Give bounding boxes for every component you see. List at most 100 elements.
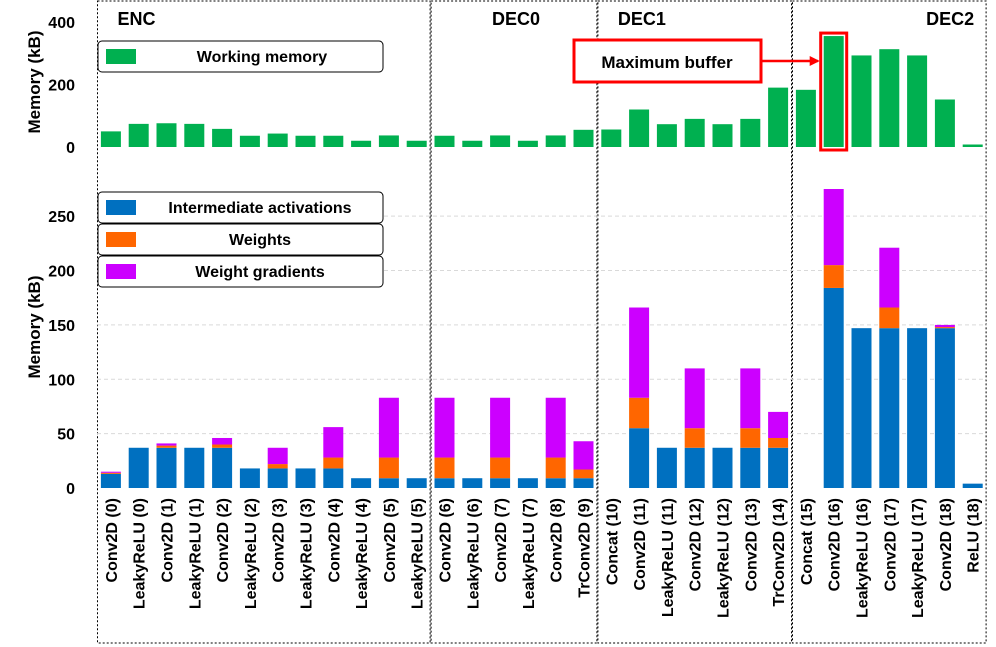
x-tick-label-11: LeakyReLU (5): [410, 498, 427, 609]
activation-bar-2: [156, 447, 177, 488]
max-buffer-annotation: Maximum buffer: [572, 31, 849, 152]
activation-bar-19: [629, 428, 650, 488]
gradients-bar-16: [545, 397, 566, 458]
activation-bar-29: [907, 328, 928, 488]
working-memory-bar-5: [239, 135, 260, 147]
activation-bar-31: [962, 483, 983, 488]
activation-bar-10: [378, 478, 399, 488]
activation-bar-30: [934, 328, 955, 488]
gradients-bar-12: [434, 397, 455, 458]
x-tick-label-8: Conv2D (4): [326, 498, 343, 582]
activation-bar-21: [684, 447, 705, 488]
x-tick-label-23: Conv2D (13): [743, 498, 760, 591]
bottom-y-tick-0: 0: [66, 481, 75, 498]
x-tick-label-0: Conv2D (0): [104, 498, 121, 582]
weights-bar-30: [934, 327, 955, 329]
gradients-bar-14: [490, 397, 511, 458]
x-tick-label-17: TrConv2D (9): [577, 498, 594, 598]
working-memory-bar-0: [100, 131, 121, 147]
x-tick-label-10: Conv2D (5): [382, 498, 399, 582]
working-memory-bar-19: [629, 109, 650, 147]
working-memory-bar-15: [517, 140, 538, 147]
legend-swatch-working-memory: [106, 49, 136, 64]
bottom-y-tick-250: 250: [48, 209, 75, 226]
section-label-3: DEC2: [926, 9, 974, 29]
gradients-bar-23: [740, 368, 761, 429]
bottom-y-tick-100: 100: [48, 372, 75, 389]
x-tick-label-2: Conv2D (1): [160, 498, 177, 582]
top-y-tick-200: 200: [48, 78, 75, 95]
gradients-bar-21: [684, 368, 705, 429]
working-memory-bar-2: [156, 123, 177, 147]
weights-bar-10: [378, 457, 399, 479]
x-tick-label-31: ReLU (18): [966, 498, 983, 573]
working-memory-bar-28: [879, 49, 900, 147]
activation-bar-20: [656, 447, 677, 488]
working-memory-bar-14: [490, 135, 511, 147]
section-dividers: [97, 0, 987, 644]
bottom-y-tick-50: 50: [57, 427, 75, 444]
working-memory-bar-6: [267, 133, 288, 147]
x-tick-label-20: LeakyReLU (11): [660, 498, 677, 617]
legend-swatch-intermediate-activations: [106, 200, 136, 215]
working-memory-bar-21: [684, 118, 705, 147]
working-memory-bar-13: [462, 140, 483, 147]
gradients-bar-8: [323, 427, 344, 458]
activation-bar-16: [545, 478, 566, 488]
section-label-0: ENC: [118, 9, 156, 29]
weights-bar-0: [100, 472, 121, 474]
x-tick-label-19: Conv2D (11): [632, 498, 649, 590]
activation-bar-13: [462, 478, 483, 488]
gradients-bar-10: [378, 397, 399, 458]
activation-bar-0: [100, 473, 121, 488]
working-memory-bar-27: [851, 55, 872, 147]
x-tick-label-12: Conv2D (6): [438, 498, 455, 582]
gradients-bar-24: [768, 411, 789, 438]
working-memory-bar-10: [378, 135, 399, 147]
bottom-legend: Intermediate activations Weights Weight …: [97, 191, 384, 288]
activation-bar-9: [351, 478, 372, 488]
weights-bar-6: [267, 464, 288, 469]
bottom-y-tick-150: 150: [48, 318, 75, 335]
legend-swatch-weight-gradients: [106, 264, 136, 279]
weights-bar-4: [212, 444, 233, 448]
weights-bar-16: [545, 457, 566, 479]
activation-bar-17: [573, 478, 594, 488]
working-memory-bar-8: [323, 135, 344, 147]
bottom-y-axis-label: Memory (kB): [25, 276, 44, 379]
activation-bar-22: [712, 447, 733, 488]
weights-bar-26: [823, 265, 844, 288]
weights-bar-12: [434, 457, 455, 479]
working-memory-bar-29: [907, 55, 928, 147]
activation-bar-8: [323, 468, 344, 488]
working-memory-bar-16: [545, 135, 566, 147]
legend-swatch-weights: [106, 232, 136, 247]
activation-bar-14: [490, 478, 511, 488]
gradients-bar-4: [212, 437, 233, 445]
working-memory-bar-7: [295, 135, 316, 147]
gradients-bar-26: [823, 189, 844, 266]
legend-label-working-memory: Working memory: [197, 49, 328, 66]
gradients-bar-30: [934, 324, 955, 328]
weights-bar-17: [573, 469, 594, 479]
section-box-0: [97, 0, 431, 644]
section-box-3: [792, 0, 987, 644]
x-tick-label-3: LeakyReLU (1): [187, 498, 204, 609]
gradients-bar-2: [156, 443, 177, 446]
x-tick-label-29: LeakyReLU (17): [910, 498, 927, 618]
working-memory-bar-17: [573, 129, 594, 147]
working-memory-bar-18: [601, 129, 622, 147]
x-tick-label-18: Concat (10): [604, 498, 621, 585]
x-tick-label-28: Conv2D (17): [882, 498, 899, 591]
working-memory-bar-26: [823, 36, 844, 147]
max-buffer-highlight: [819, 31, 849, 152]
working-memory-bar-9: [351, 140, 372, 147]
legend-label-weights: Weights: [229, 232, 291, 249]
weights-bar-8: [323, 457, 344, 469]
section-label-2: DEC1: [618, 9, 666, 29]
working-memory-bar-20: [656, 124, 677, 147]
section-labels: ENC DEC0 DEC1 DEC2: [118, 9, 975, 29]
working-memory-bar-24: [768, 87, 789, 147]
weights-bar-24: [768, 437, 789, 448]
